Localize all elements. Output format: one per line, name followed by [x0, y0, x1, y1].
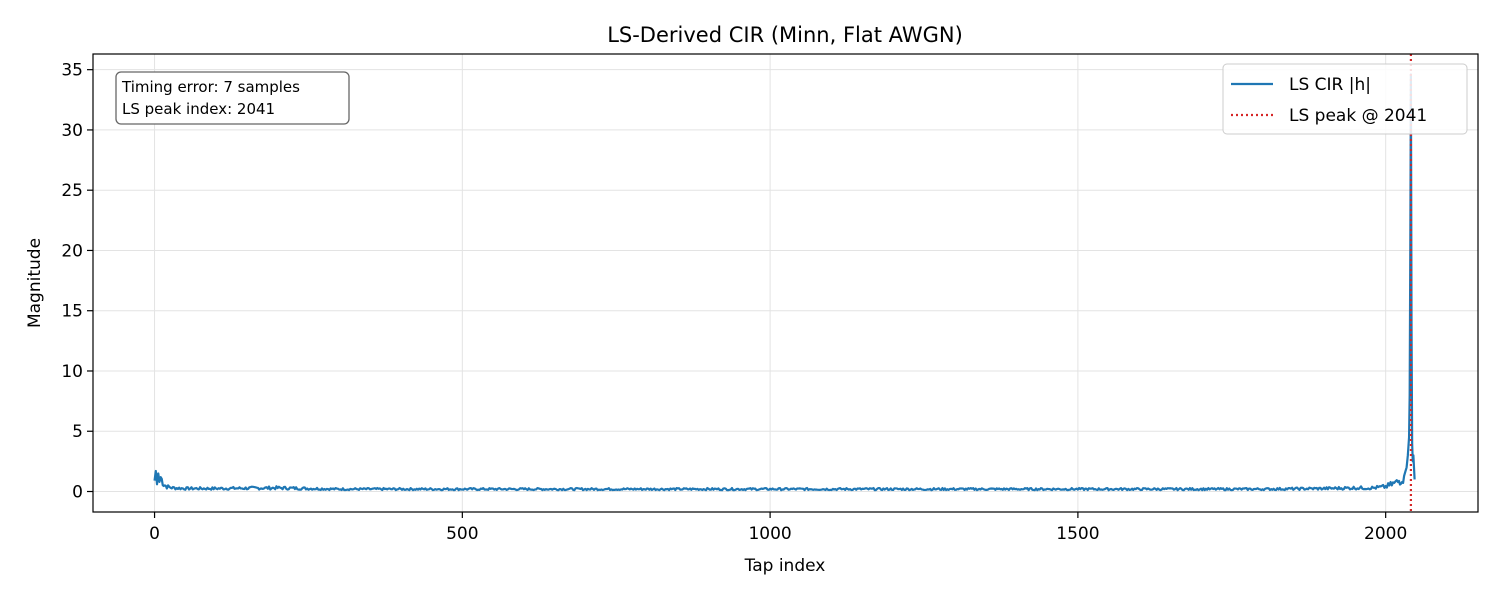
- y-tick-label: 10: [61, 362, 83, 382]
- y-axis: 0 5 10 15 20 25 30 35: [61, 61, 93, 503]
- annotation-frame: [115, 71, 350, 125]
- legend-label-ls-cir: LS CIR |h|: [1289, 75, 1371, 95]
- plot-frame: [92, 53, 1479, 513]
- x-tick-label: 1500: [1056, 524, 1099, 544]
- y-axis-label: Magnitude: [25, 238, 45, 328]
- x-tick-label: 500: [446, 524, 478, 544]
- y-tick-label: 5: [72, 422, 83, 442]
- y-tick-label: 25: [61, 181, 83, 201]
- legend-label-ls-peak: LS peak @ 2041: [1289, 106, 1427, 126]
- grid: [93, 54, 1478, 512]
- legend: LS CIR |h| LS peak @ 2041: [1222, 63, 1468, 135]
- x-axis-label: Tap index: [744, 556, 826, 576]
- x-axis: 0 500 1000 1500 2000: [149, 512, 1407, 544]
- y-tick-label: 0: [72, 483, 83, 503]
- y-tick-label: 30: [61, 121, 83, 141]
- x-tick-label: 2000: [1364, 524, 1407, 544]
- series-ls-cir-line: [153, 73, 1416, 492]
- annotation-line-peak-index: LS peak index: 2041: [122, 100, 275, 118]
- x-tick-label: 0: [149, 524, 160, 544]
- chart-title: LS-Derived CIR (Minn, Flat AWGN): [607, 23, 963, 47]
- x-tick-label: 1000: [748, 524, 791, 544]
- y-tick-label: 15: [61, 302, 83, 322]
- annotation-line-timing-error: Timing error: 7 samples: [121, 78, 300, 96]
- y-tick-label: 35: [61, 61, 83, 81]
- annotation-box: Timing error: 7 samples LS peak index: 2…: [115, 71, 350, 125]
- legend-frame: [1222, 63, 1468, 135]
- y-tick-label: 20: [61, 241, 83, 261]
